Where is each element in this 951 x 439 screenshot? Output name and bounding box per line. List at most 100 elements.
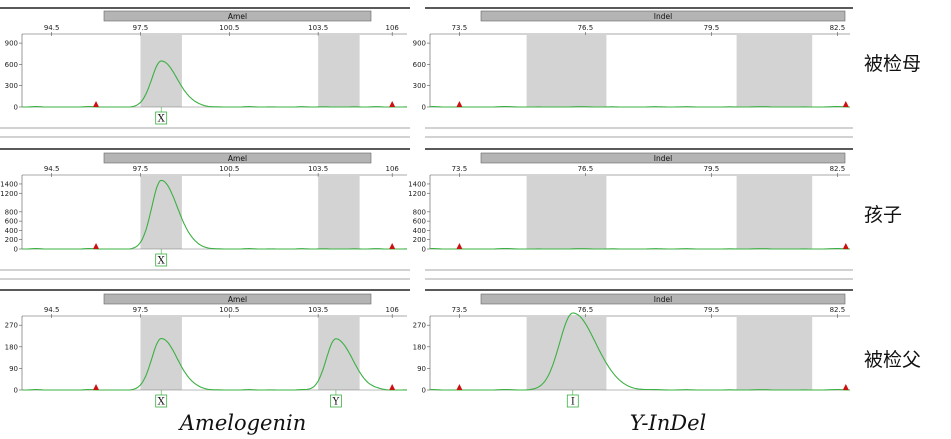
y-tick-label: 600 xyxy=(413,218,426,226)
marker-title: Amel xyxy=(228,295,247,304)
allele-bin xyxy=(526,317,607,390)
y-tick-label: 0 xyxy=(422,104,426,112)
x-tick-label: 97.5 xyxy=(133,24,149,32)
allele-bin xyxy=(318,317,360,390)
allele-label: X xyxy=(158,114,166,125)
allele-bin xyxy=(736,317,813,390)
size-standard-marker xyxy=(93,101,100,107)
x-tick-label: 73.5 xyxy=(452,306,468,314)
x-tick-label: 94.5 xyxy=(44,165,60,173)
y-tick-label: 600 xyxy=(5,218,18,226)
x-tick-label: 106 xyxy=(386,165,400,173)
allele-bin xyxy=(526,35,607,107)
trace-line xyxy=(430,312,850,391)
x-tick-label: 94.5 xyxy=(44,24,60,32)
y-tick-label: 270 xyxy=(5,322,18,330)
y-tick-label: 90 xyxy=(417,365,426,373)
allele-bin xyxy=(736,176,813,249)
y-tick-label: 0 xyxy=(14,104,18,112)
y-tick-label: 1200 xyxy=(0,190,18,198)
y-tick-label: 90 xyxy=(9,365,18,373)
x-tick-label: 103.5 xyxy=(308,306,328,314)
y-tick-label: 600 xyxy=(5,61,18,69)
panel-2: Indel 73.5 76.5 79.5 82.5 0 300 600 900 xyxy=(413,7,853,138)
size-standard-marker xyxy=(389,243,396,249)
caption-amelogenin: Amelogenin xyxy=(178,411,307,435)
marker-title: Amel xyxy=(228,12,247,21)
allele-bin xyxy=(318,35,360,107)
size-standard-marker xyxy=(842,384,849,390)
allele-label-box xyxy=(330,394,342,408)
x-tick-label: 76.5 xyxy=(578,306,594,314)
y-tick-label: 0 xyxy=(14,387,18,395)
allele-label: Y xyxy=(332,397,340,408)
y-tick-label: 0 xyxy=(422,246,426,254)
size-standard-marker xyxy=(842,101,849,107)
x-tick-label: 73.5 xyxy=(452,165,468,173)
x-tick-label: 103.5 xyxy=(308,165,328,173)
panel-6: Indel 73.5 76.5 79.5 82.5 0 90 180 270 I xyxy=(413,289,853,408)
size-standard-marker xyxy=(93,384,100,390)
x-tick-label: 94.5 xyxy=(44,306,60,314)
y-tick-label: 600 xyxy=(413,61,426,69)
x-tick-label: 82.5 xyxy=(830,306,846,314)
y-tick-label: 200 xyxy=(413,236,426,244)
trace-line xyxy=(22,337,407,391)
y-tick-label: 800 xyxy=(413,208,426,216)
y-tick-label: 400 xyxy=(5,227,18,235)
allele-label-box xyxy=(155,394,168,408)
allele-bin xyxy=(140,317,182,390)
allele-label-box xyxy=(155,111,168,125)
allele-bin xyxy=(318,176,360,249)
size-standard-marker xyxy=(93,243,100,249)
marker-title-bar xyxy=(103,10,372,22)
x-tick-label: 106 xyxy=(386,24,400,32)
marker-title-bar xyxy=(103,152,372,164)
size-standard-marker xyxy=(456,384,463,390)
marker-title-bar xyxy=(103,293,372,305)
row-label-mother: 被检母 xyxy=(864,53,921,75)
y-tick-label: 1400 xyxy=(0,180,18,188)
allele-label: I xyxy=(571,397,575,408)
x-tick-label: 97.5 xyxy=(133,165,149,173)
x-tick-label: 100.5 xyxy=(219,165,239,173)
y-tick-label: 1200 xyxy=(408,190,426,198)
y-tick-label: 800 xyxy=(5,208,18,216)
allele-label-box xyxy=(155,253,168,267)
y-tick-label: 270 xyxy=(413,322,426,330)
panel-5: Amel 94.5 97.5 100.5 103.5 106 0 90 180 270 X Y xyxy=(0,289,410,408)
x-tick-label: 100.5 xyxy=(219,306,239,314)
x-tick-label: 103.5 xyxy=(308,24,328,32)
row-label-father: 被检父 xyxy=(864,349,921,371)
x-tick-label: 73.5 xyxy=(452,24,468,32)
marker-title-bar xyxy=(480,10,846,22)
allele-label: X xyxy=(158,397,166,408)
size-standard-marker xyxy=(842,243,849,249)
allele-label-box xyxy=(566,394,579,408)
x-tick-label: 97.5 xyxy=(133,306,149,314)
x-tick-label: 76.5 xyxy=(578,24,594,32)
y-tick-label: 400 xyxy=(413,227,426,235)
x-tick-label: 79.5 xyxy=(704,306,720,314)
x-tick-label: 76.5 xyxy=(578,165,594,173)
marker-title: Indel xyxy=(654,154,672,163)
y-tick-label: 200 xyxy=(5,236,18,244)
y-tick-label: 900 xyxy=(5,40,18,48)
trace-line xyxy=(22,179,407,250)
allele-bin xyxy=(736,35,813,107)
marker-title-bar xyxy=(480,293,846,305)
allele-bin xyxy=(526,176,607,249)
x-tick-label: 79.5 xyxy=(704,24,720,32)
x-tick-label: 100.5 xyxy=(219,24,239,32)
caption-y-indel: Y-InDel xyxy=(630,411,706,435)
x-tick-label: 82.5 xyxy=(830,165,846,173)
marker-title: Amel xyxy=(228,154,247,163)
row-label-child: 孩子 xyxy=(864,204,902,226)
x-tick-label: 82.5 xyxy=(830,24,846,32)
allele-label: X xyxy=(158,256,166,267)
y-tick-label: 300 xyxy=(413,82,426,90)
x-tick-label: 106 xyxy=(386,306,400,314)
